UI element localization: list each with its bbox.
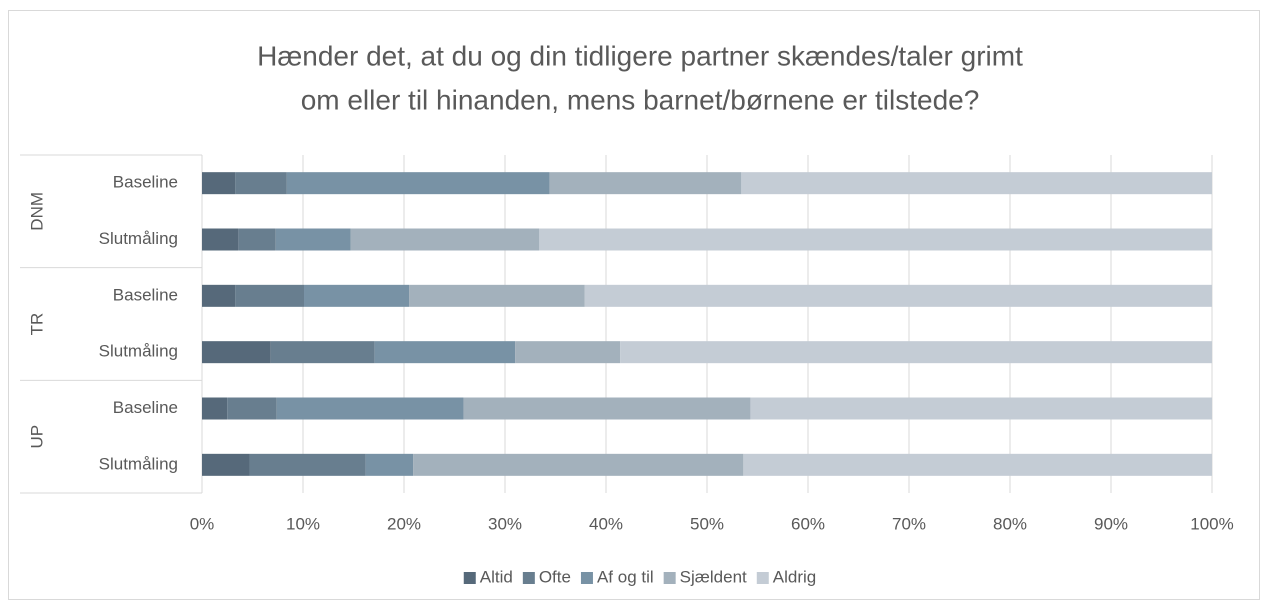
x-tick-label: 50% bbox=[690, 514, 724, 533]
legend-label: Aldrig bbox=[773, 567, 816, 586]
bar-segment bbox=[202, 341, 271, 364]
bar-segment bbox=[750, 397, 1212, 420]
bar-segment bbox=[270, 341, 375, 364]
bar-segment bbox=[202, 228, 239, 251]
bar-segment bbox=[235, 172, 287, 195]
legend-marker bbox=[463, 572, 476, 584]
group-label: UP bbox=[27, 425, 46, 449]
bar-segment bbox=[539, 228, 1212, 251]
bar-segment bbox=[620, 341, 1212, 364]
bar-segment bbox=[275, 228, 351, 251]
bar-segment bbox=[238, 228, 276, 251]
bar-segment bbox=[202, 172, 236, 195]
bar-segment bbox=[743, 453, 1212, 476]
legend-marker bbox=[663, 572, 676, 584]
legend-marker bbox=[522, 572, 535, 584]
x-tick-label: 0% bbox=[190, 514, 215, 533]
legend-label: Altid bbox=[480, 567, 513, 586]
group-label: TR bbox=[27, 313, 46, 336]
bar-segment bbox=[202, 397, 228, 420]
bar-segment bbox=[741, 172, 1212, 195]
bar-segment bbox=[350, 228, 540, 251]
legend-marker bbox=[756, 572, 769, 584]
x-tick-label: 60% bbox=[791, 514, 825, 533]
y-tick-label: Slutmåling bbox=[99, 342, 178, 361]
y-tick-label: Baseline bbox=[113, 398, 178, 417]
x-tick-label: 70% bbox=[892, 514, 926, 533]
x-tick-label: 10% bbox=[286, 514, 320, 533]
y-tick-label: Baseline bbox=[113, 173, 178, 192]
x-tick-label: 20% bbox=[387, 514, 421, 533]
x-tick-label: 100% bbox=[1190, 514, 1233, 533]
x-tick-label: 40% bbox=[589, 514, 623, 533]
bar-segment bbox=[584, 284, 1212, 307]
bar-segment bbox=[413, 453, 744, 476]
group-label: DNM bbox=[27, 192, 46, 231]
bar-segment bbox=[374, 341, 516, 364]
bar-segment bbox=[549, 172, 742, 195]
legend-label: Sjældent bbox=[680, 567, 747, 586]
bar-segment bbox=[227, 397, 277, 420]
x-tick-label: 90% bbox=[1094, 514, 1128, 533]
bar-segment bbox=[304, 284, 410, 307]
bar-segment bbox=[235, 284, 305, 307]
y-tick-label: Slutmåling bbox=[99, 454, 178, 473]
y-tick-label: Slutmåling bbox=[99, 229, 178, 248]
chart-title: Hænder det, at du og din tidligere partn… bbox=[257, 40, 1023, 71]
bar-segment bbox=[202, 453, 250, 476]
bar-segment bbox=[276, 397, 464, 420]
bar-segment bbox=[202, 284, 236, 307]
y-tick-label: Baseline bbox=[113, 285, 178, 304]
bar-segment bbox=[515, 341, 621, 364]
legend-label: Af og til bbox=[597, 567, 654, 586]
bar-segment bbox=[463, 397, 751, 420]
legend-label: Ofte bbox=[539, 567, 571, 586]
bar-segment bbox=[249, 453, 366, 476]
x-tick-label: 80% bbox=[993, 514, 1027, 533]
bar-segment bbox=[365, 453, 414, 476]
legend-marker bbox=[580, 572, 593, 584]
x-tick-label: 30% bbox=[488, 514, 522, 533]
bar-segment bbox=[286, 172, 550, 195]
bar-segment bbox=[409, 284, 585, 307]
chart-title: om eller til hinanden, mens barnet/børne… bbox=[301, 84, 980, 115]
